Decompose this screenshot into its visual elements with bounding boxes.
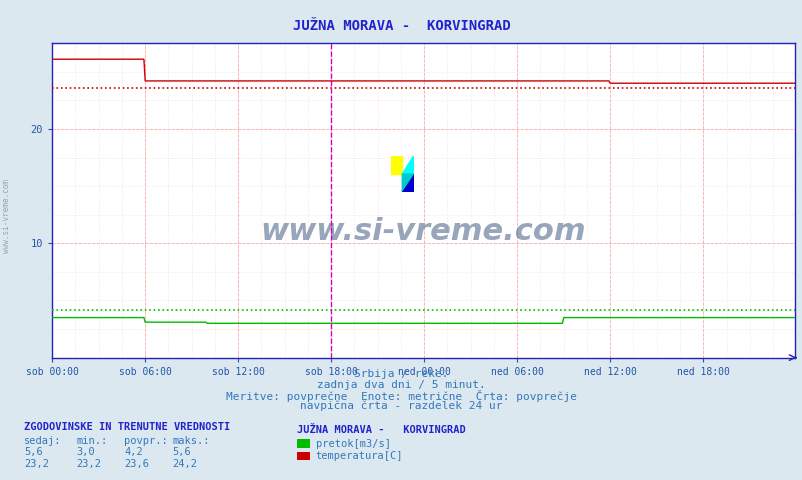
Bar <box>391 156 402 174</box>
Text: min.:: min.: <box>76 436 107 445</box>
Text: www.si-vreme.com: www.si-vreme.com <box>261 217 585 246</box>
Text: Meritve: povprečne  Enote: metrične  Črta: povprečje: Meritve: povprečne Enote: metrične Črta:… <box>225 390 577 401</box>
Text: povpr.:: povpr.: <box>124 436 168 445</box>
Text: 4,2: 4,2 <box>124 447 143 457</box>
Text: JUŽNA MORAVA -   KORVINGRAD: JUŽNA MORAVA - KORVINGRAD <box>297 425 465 435</box>
Text: JUŽNA MORAVA -  KORVINGRAD: JUŽNA MORAVA - KORVINGRAD <box>292 19 510 34</box>
Polygon shape <box>402 174 413 192</box>
Text: 23,2: 23,2 <box>76 459 101 468</box>
Text: navpična črta - razdelek 24 ur: navpična črta - razdelek 24 ur <box>300 401 502 411</box>
Polygon shape <box>402 174 413 192</box>
Text: zadnja dva dni / 5 minut.: zadnja dva dni / 5 minut. <box>317 380 485 390</box>
Text: ZGODOVINSKE IN TRENUTNE VREDNOSTI: ZGODOVINSKE IN TRENUTNE VREDNOSTI <box>24 422 230 432</box>
Text: sedaj:: sedaj: <box>24 436 62 445</box>
Text: maks.:: maks.: <box>172 436 210 445</box>
Text: pretok[m3/s]: pretok[m3/s] <box>315 439 390 448</box>
Text: temperatura[C]: temperatura[C] <box>315 451 403 461</box>
Text: 5,6: 5,6 <box>24 447 43 457</box>
Text: 5,6: 5,6 <box>172 447 191 457</box>
Text: Srbija / reke.: Srbija / reke. <box>354 370 448 379</box>
Text: 23,6: 23,6 <box>124 459 149 468</box>
Text: www.si-vreme.com: www.si-vreme.com <box>2 179 11 253</box>
Text: 3,0: 3,0 <box>76 447 95 457</box>
Text: 24,2: 24,2 <box>172 459 197 468</box>
Text: 23,2: 23,2 <box>24 459 49 468</box>
Polygon shape <box>402 156 413 174</box>
